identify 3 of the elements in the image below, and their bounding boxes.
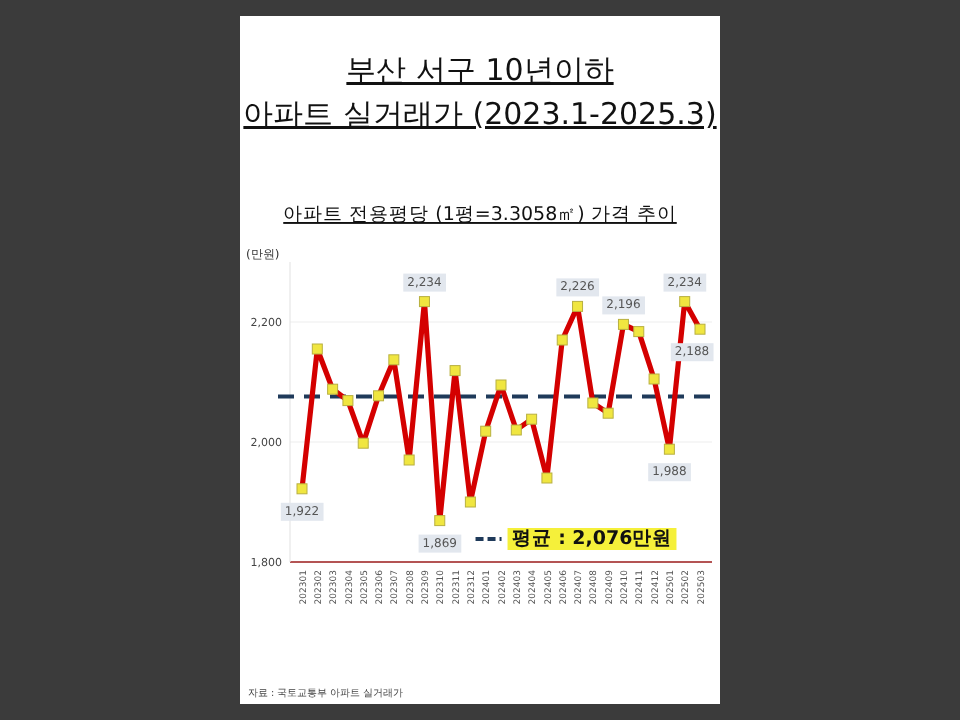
chart-title: 부산 서구 10년이하 아파트 실거래가 (2023.1-2025.3) [243,52,717,132]
legend-label: 평균 : 2,076만원 [511,528,673,550]
chart-subtitle: 아파트 전용평당 (1평=3.3058㎡) 가격 추이 [283,204,677,226]
